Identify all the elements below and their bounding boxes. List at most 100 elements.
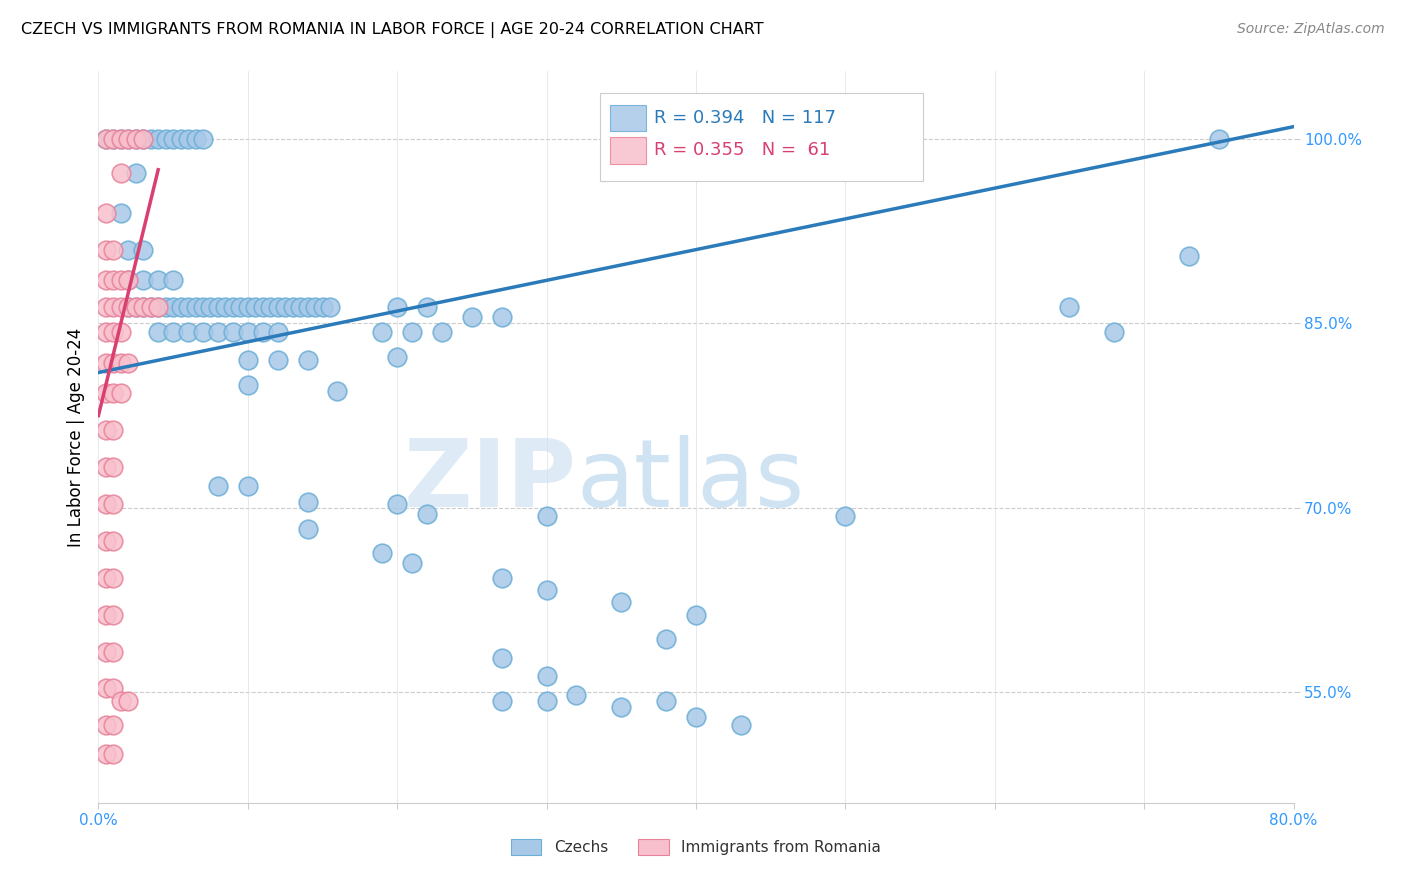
Point — [267, 301, 290, 315]
Point — [132, 273, 155, 287]
Point — [207, 325, 229, 339]
Point — [416, 507, 439, 521]
Point — [103, 533, 125, 548]
Point — [200, 301, 222, 315]
Point — [110, 166, 132, 180]
Point — [1059, 301, 1081, 315]
Point — [103, 273, 125, 287]
Point — [139, 301, 162, 315]
Point — [461, 310, 484, 325]
Point — [117, 356, 139, 370]
Legend: Czechs, Immigrants from Romania: Czechs, Immigrants from Romania — [505, 833, 887, 862]
Point — [162, 132, 184, 146]
Point — [125, 166, 148, 180]
Point — [319, 301, 342, 315]
Point — [304, 301, 326, 315]
Point — [236, 353, 259, 368]
Point — [259, 301, 281, 315]
Point — [117, 243, 139, 257]
Point — [834, 509, 856, 524]
Point — [94, 132, 117, 146]
Point — [117, 132, 139, 146]
Point — [139, 301, 162, 315]
Point — [110, 301, 132, 315]
Point — [222, 301, 245, 315]
Point — [281, 301, 304, 315]
Point — [536, 669, 558, 683]
Point — [103, 423, 125, 437]
Point — [125, 132, 148, 146]
Point — [94, 497, 117, 511]
Point — [162, 325, 184, 339]
Text: atlas: atlas — [576, 435, 804, 527]
Point — [103, 718, 125, 732]
Point — [132, 301, 155, 315]
Point — [103, 386, 125, 401]
Point — [184, 301, 207, 315]
Point — [536, 583, 558, 598]
Point — [94, 273, 117, 287]
Point — [401, 556, 423, 570]
Point — [236, 301, 259, 315]
Point — [117, 301, 139, 315]
Point — [274, 301, 297, 315]
Point — [125, 132, 148, 146]
Point — [371, 325, 394, 339]
Point — [491, 650, 513, 665]
Point — [685, 607, 707, 622]
Point — [94, 205, 117, 219]
Point — [132, 243, 155, 257]
Point — [177, 325, 200, 339]
Point — [110, 386, 132, 401]
Point — [132, 132, 155, 146]
Point — [94, 243, 117, 257]
Point — [103, 325, 125, 339]
Point — [148, 132, 170, 146]
Point — [169, 301, 191, 315]
Point — [117, 694, 139, 708]
Text: R = 0.355   N =  61: R = 0.355 N = 61 — [654, 141, 831, 160]
Point — [94, 132, 117, 146]
Point — [191, 301, 214, 315]
Point — [94, 533, 117, 548]
Point — [94, 644, 117, 658]
Point — [94, 325, 117, 339]
Point — [94, 571, 117, 585]
Point — [222, 325, 245, 339]
Point — [191, 325, 214, 339]
Point — [297, 494, 319, 508]
Point — [110, 273, 132, 287]
Point — [103, 747, 125, 761]
Point — [491, 310, 513, 325]
Point — [125, 301, 148, 315]
Point — [326, 384, 349, 398]
Point — [148, 301, 170, 315]
Point — [103, 132, 125, 146]
Point — [103, 301, 125, 315]
Point — [229, 301, 252, 315]
Point — [416, 301, 439, 315]
Point — [94, 607, 117, 622]
Point — [110, 694, 132, 708]
Point — [103, 243, 125, 257]
Point — [162, 273, 184, 287]
Point — [94, 423, 117, 437]
Point — [94, 301, 117, 315]
Point — [401, 325, 423, 339]
Point — [491, 571, 513, 585]
Point — [297, 301, 319, 315]
Point — [155, 132, 177, 146]
FancyBboxPatch shape — [610, 137, 645, 163]
Point — [655, 694, 678, 708]
Point — [103, 460, 125, 475]
Point — [110, 325, 132, 339]
Point — [139, 132, 162, 146]
Text: Source: ZipAtlas.com: Source: ZipAtlas.com — [1237, 22, 1385, 37]
Point — [103, 644, 125, 658]
Point — [162, 301, 184, 315]
Point — [207, 301, 229, 315]
Point — [252, 325, 274, 339]
Point — [110, 132, 132, 146]
Point — [103, 607, 125, 622]
Point — [103, 356, 125, 370]
